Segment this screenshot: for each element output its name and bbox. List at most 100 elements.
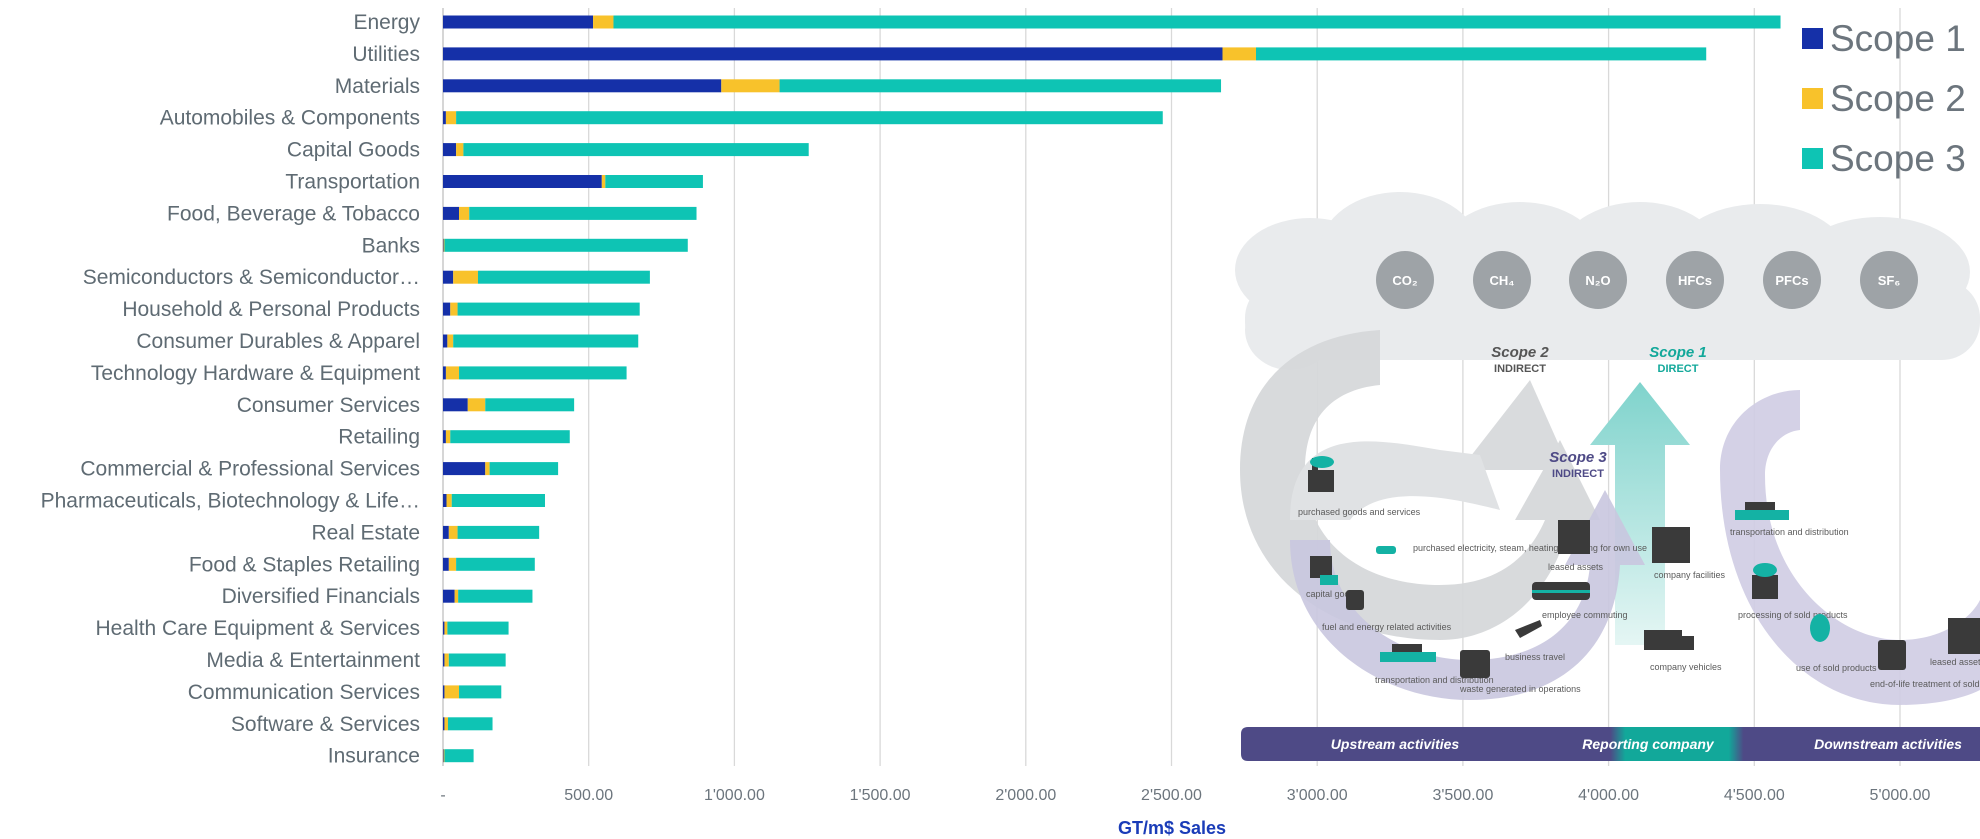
x-tick-label: - — [440, 787, 445, 804]
bar-scope-3 — [605, 175, 703, 188]
bar-scope-2 — [456, 143, 464, 157]
gas-circle-sf6 — [1860, 251, 1918, 309]
bar-scope-1 — [443, 749, 444, 763]
plug-icon — [1376, 546, 1396, 554]
bar-scope-2 — [444, 685, 460, 699]
bar-scope-2 — [450, 302, 458, 316]
downstream-ship-icon — [1735, 502, 1789, 520]
downstream-leased-assets-label: leased assets — [1930, 657, 1980, 667]
bar-scope-3 — [459, 366, 627, 380]
gas-label-pfcs: PFCs — [1775, 273, 1808, 288]
category-label: Consumer Services — [237, 394, 420, 417]
bar-scope-3 — [447, 717, 493, 731]
category-label: Automobiles & Components — [160, 107, 420, 130]
x-tick-label: 3'500.00 — [1432, 787, 1493, 804]
bar-scope-3 — [457, 302, 640, 316]
x-tick-label: 2'000.00 — [995, 787, 1056, 804]
gas-label-n2o: N₂O — [1585, 273, 1610, 288]
bar-scope-1 — [443, 494, 447, 507]
category-label: Banks — [362, 234, 420, 257]
bar-scope-2 — [485, 462, 490, 476]
bar-scope-3 — [444, 238, 688, 252]
bar-scope-2 — [445, 366, 460, 380]
legend-label: Scope 1 — [1830, 18, 1966, 59]
use-of-products-label: use of sold products — [1796, 663, 1877, 673]
legend-swatch — [1802, 148, 1823, 169]
bar-scope-1 — [443, 685, 445, 699]
x-axis-title: GT/m$ Sales — [1118, 818, 1226, 838]
processing-icon — [1752, 563, 1778, 599]
bar-scope-3 — [451, 494, 545, 507]
end-of-life-label: end-of-life treatment of sold products — [1870, 679, 1980, 689]
activity-band — [1241, 727, 1980, 761]
bar-scope-1 — [443, 175, 602, 188]
category-label: Insurance — [328, 745, 420, 768]
bar-scope-3 — [450, 430, 570, 444]
bulb-icon — [1810, 614, 1830, 642]
scope2-arrow-shaft — [1290, 441, 1500, 520]
grid-lines — [442, 8, 1901, 766]
bar-scope-3 — [444, 749, 474, 763]
scope1-subtitle: DIRECT — [1658, 363, 1699, 375]
gas-label-sf6: SF₆ — [1878, 273, 1901, 288]
x-tick-label: 2'500.00 — [1141, 787, 1202, 804]
capital-goods-label: capital goods — [1306, 589, 1360, 599]
bar-scope-2 — [448, 525, 458, 539]
scope3-title: Scope 3 — [1549, 449, 1607, 466]
bar-scope-1 — [443, 653, 445, 667]
bar-scope-1 — [443, 621, 445, 635]
bar-scope-2 — [446, 494, 452, 507]
factory-icon — [1308, 456, 1334, 492]
scope2-title: Scope 2 — [1491, 344, 1549, 361]
bar-scope-3 — [457, 525, 540, 539]
bar-scope-2 — [453, 270, 478, 284]
plane-icon — [1515, 620, 1542, 638]
gas-circle-ch4 — [1473, 251, 1531, 309]
bar-scope-3 — [456, 111, 1163, 125]
scope3-upstream-arrow — [1290, 490, 1645, 700]
category-label: Materials — [335, 75, 420, 98]
bar-scope-1 — [443, 238, 444, 252]
legend-swatch — [1802, 88, 1823, 109]
category-label: Transportation — [285, 171, 420, 194]
gas-label-co2: CO₂ — [1392, 273, 1418, 288]
bar-scope-3 — [779, 79, 1222, 93]
x-tick-label: 1'500.00 — [850, 787, 911, 804]
category-label: Technology Hardware & Equipment — [91, 362, 420, 385]
bar-scope-2 — [444, 717, 448, 731]
category-label: Diversified Financials — [222, 585, 420, 608]
bar-scope-1 — [443, 15, 594, 29]
waste-icon — [1460, 650, 1490, 678]
building-icon — [1558, 520, 1590, 554]
bar-scope-1 — [443, 143, 457, 157]
ship-icon — [1380, 644, 1436, 662]
purchased-goods-label: purchased goods and services — [1298, 507, 1421, 517]
bar-scope-3 — [1256, 47, 1707, 61]
bar-scope-1 — [443, 111, 446, 125]
bar-scope-3 — [447, 621, 509, 635]
employee-commuting-label: employee commuting — [1542, 610, 1628, 620]
bar-scope-1 — [443, 525, 449, 539]
downstream-building-icon — [1948, 618, 1980, 654]
bar-scope-2 — [445, 430, 451, 444]
legend-label: Scope 3 — [1830, 138, 1966, 179]
bar-scope-1 — [443, 398, 468, 412]
bar-scope-3 — [489, 462, 559, 476]
x-axis-ticks: - 500.00 1'000.00 1'500.00 2'000.00 2'500.00 3… — [440, 787, 1930, 804]
bar-scope-3 — [477, 270, 650, 284]
downstream-band-label: Downstream activities — [1814, 736, 1962, 752]
gas-circle-hfcs — [1666, 251, 1724, 309]
bar-scope-2 — [721, 79, 780, 93]
bar-scope-1 — [443, 79, 722, 93]
company-vehicles-label: company vehicles — [1650, 662, 1722, 672]
bar-scope-1 — [443, 302, 451, 316]
scope2-arrow-head — [1460, 380, 1570, 470]
gas-label-ch4: CH₄ — [1490, 273, 1515, 288]
upstream-leased-assets-label: leased assets — [1548, 562, 1604, 572]
x-tick-label: 5'000.00 — [1870, 787, 1931, 804]
category-labels: Energy Utilities Materials Automobiles & Co… — [41, 11, 421, 768]
scope1-title: Scope 1 — [1649, 344, 1707, 361]
category-label: Media & Entertainment — [206, 649, 420, 672]
bar-scope-2 — [593, 15, 614, 29]
x-tick-label: 4'000.00 — [1578, 787, 1639, 804]
